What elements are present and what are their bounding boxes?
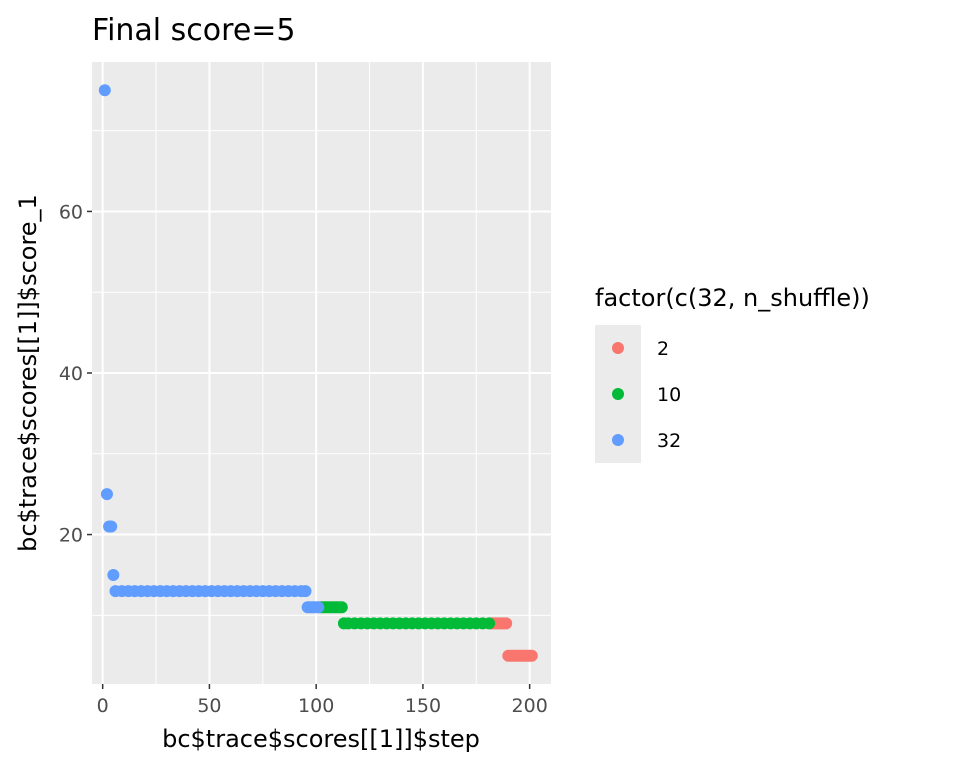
- y-axis-title: bc$trace$scores[[1]]$score_1: [14, 194, 42, 552]
- data-point-2: [500, 617, 513, 630]
- legend-label-2: 2: [657, 338, 669, 360]
- x-axis-title: bc$trace$scores[[1]]$step: [162, 725, 480, 753]
- data-points: [98, 84, 538, 662]
- data-point-32: [100, 488, 113, 501]
- data-point-32: [299, 585, 312, 598]
- x-tick-label: 0: [97, 695, 109, 717]
- y-tick-label: 40: [59, 363, 83, 385]
- x-tick-label: 50: [197, 695, 221, 717]
- x-axis: 0 50 100 150 200: [97, 684, 548, 717]
- legend-key-10: [612, 388, 624, 400]
- data-point-32: [312, 601, 325, 614]
- chart-title: Final score=5: [92, 13, 296, 48]
- legend-label-10: 10: [657, 384, 681, 406]
- legend-key-2: [612, 342, 624, 354]
- x-tick-label: 150: [405, 695, 441, 717]
- data-point-10: [483, 617, 496, 630]
- legend-title: factor(c(32, n_shuffle)): [595, 284, 870, 312]
- y-tick-label: 60: [59, 201, 83, 223]
- data-point-32: [107, 568, 120, 581]
- grid-major: [92, 62, 551, 684]
- data-point-32: [105, 520, 118, 533]
- legend: factor(c(32, n_shuffle)) 2 10 32: [595, 284, 870, 463]
- x-tick-label: 200: [512, 695, 548, 717]
- y-tick-label: 20: [59, 525, 83, 547]
- y-axis: 20 40 60: [59, 201, 92, 547]
- legend-key-32: [612, 434, 624, 446]
- x-tick-label: 100: [298, 695, 334, 717]
- legend-label-32: 32: [657, 430, 681, 452]
- data-point-2: [525, 649, 538, 662]
- data-point-10: [335, 601, 348, 614]
- data-point-32: [98, 84, 111, 97]
